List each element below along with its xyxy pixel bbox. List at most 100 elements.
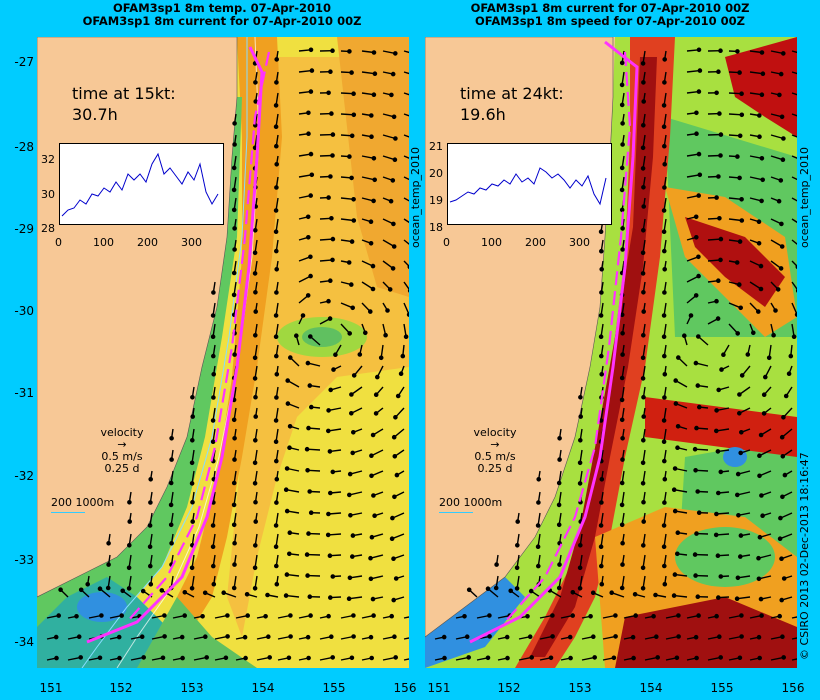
current-arrow-head [349, 175, 354, 181]
current-arrow-head [330, 655, 336, 660]
current-arrow-head [394, 472, 400, 478]
current-arrow-head [252, 437, 258, 443]
current-arrow-head [755, 309, 761, 314]
current-arrow-head [274, 500, 279, 505]
right-inset-series [449, 167, 607, 206]
current-arrow-head [274, 162, 279, 167]
current-arrow-head [640, 271, 646, 276]
left-inset-xtick-0: 0 [55, 236, 62, 249]
current-arrow-head [780, 453, 786, 459]
current-arrow-head [548, 655, 554, 661]
current-arrow-head [54, 655, 59, 661]
current-arrow-head [243, 655, 248, 661]
current-arrow-head [328, 174, 333, 179]
current-arrow-head [504, 634, 510, 640]
current-arrow-head [274, 395, 279, 400]
current-arrow-head [390, 178, 396, 183]
current-arrow-head [640, 480, 646, 486]
current-arrow-head [662, 395, 667, 400]
current-arrow-head [786, 371, 792, 377]
current-arrow-head [759, 92, 765, 98]
current-arrow-head [78, 587, 84, 593]
current-arrow-head [692, 552, 698, 557]
current-arrow-head [620, 457, 625, 462]
current-arrow-head [778, 266, 784, 271]
current-arrow [403, 92, 409, 96]
current-arrow-head [391, 597, 397, 603]
current-arrow-head [393, 576, 399, 581]
current-arrow-head [780, 634, 785, 640]
south-green [137, 597, 257, 668]
current-arrow-head [675, 355, 681, 360]
left-title-line1: OFAM3sp1 8m temp. 07-Apr-2010 [113, 1, 331, 15]
current-arrow-head [505, 655, 510, 661]
current-arrow-head [718, 153, 723, 158]
current-arrow-head [393, 655, 399, 660]
current-arrow-head [273, 313, 279, 318]
current-arrow-head [74, 614, 79, 619]
current-arrow-head [274, 581, 280, 587]
current-arrow-head [387, 287, 393, 292]
current-arrow-head [550, 613, 555, 618]
current-arrow-head [350, 533, 356, 538]
current-arrow-head [263, 614, 268, 619]
current-arrow-head [661, 334, 667, 340]
current-arrow-head [791, 334, 797, 340]
current-arrow-head [346, 260, 352, 265]
current-arrow-head [308, 151, 314, 157]
speed-map-panel[interactable]: time at 24kt: 19.6h 21 20 19 18 0 100 20… [425, 37, 797, 668]
current-arrow-head [466, 587, 472, 593]
current-arrow-head [389, 536, 395, 542]
current-arrow-head [661, 143, 667, 149]
current-arrow-head [715, 553, 721, 559]
current-arrow-head [757, 134, 762, 139]
current-arrow-head [210, 563, 216, 569]
current-arrow-head [85, 582, 91, 587]
current-arrow-head [105, 585, 111, 591]
current-arrow-head [202, 590, 208, 596]
current-arrow-head [370, 263, 376, 269]
current-arrow-head [599, 500, 604, 505]
current-arrow-head [736, 410, 742, 416]
current-arrow-head [189, 586, 195, 591]
current-arrow-head [640, 332, 646, 338]
current-arrow-head [252, 227, 258, 233]
current-arrow-head [147, 544, 153, 550]
current-arrow-head [695, 334, 701, 339]
current-arrow-head [651, 614, 656, 619]
right-inset-ytick-2: 19 [429, 194, 443, 207]
current-arrow-head [391, 556, 396, 562]
current-arrow [403, 50, 409, 54]
current-arrow-head [286, 551, 292, 557]
current-arrow-head [231, 292, 237, 298]
temperature-map-panel[interactable]: time at 15kt: 30.7h 32 30 28 0 100 200 3… [37, 37, 409, 668]
current-arrow-head [661, 458, 667, 464]
east-warm [337, 37, 409, 297]
current-arrow-head [371, 493, 376, 498]
current-arrow-head [718, 655, 724, 660]
current-arrow-head [231, 207, 237, 213]
current-arrow-head [330, 574, 336, 579]
current-arrow-head [514, 565, 520, 571]
current-arrow-head [398, 371, 404, 377]
mid-band [645, 397, 797, 457]
current-arrow-head [441, 634, 447, 640]
lon-left-151: 151 [39, 681, 63, 695]
current-arrow-head [735, 154, 740, 159]
current-arrow-head [349, 133, 355, 139]
current-arrow-head [330, 257, 335, 263]
current-arrow-head [718, 236, 724, 242]
left-velocity-legend: velocity → 0.5 m/s 0.25 d [82, 427, 162, 475]
current-arrow-head [671, 593, 677, 598]
current-arrow-head [357, 352, 363, 357]
current-arrow-head [273, 523, 279, 528]
current-arrow-head [210, 523, 216, 528]
current-arrow-head [305, 234, 311, 240]
current-arrow-head [599, 371, 604, 377]
current-arrow-head [265, 634, 271, 640]
current-arrow-head [350, 429, 356, 435]
current-arrow-head [599, 290, 604, 295]
current-arrow-head [778, 515, 783, 521]
current-arrow-head [351, 373, 357, 378]
current-arrow-head [598, 418, 604, 423]
